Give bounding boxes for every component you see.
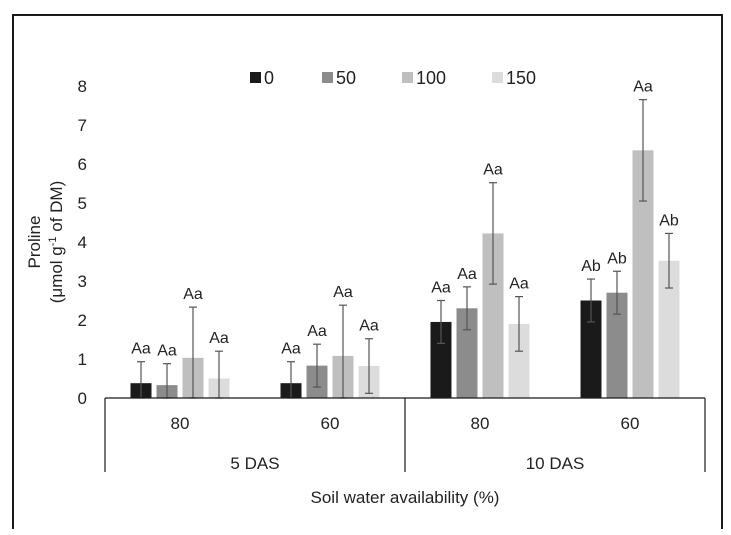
data-label: Aa [183, 286, 203, 303]
data-label: Ab [607, 250, 627, 267]
data-label: Aa [509, 276, 529, 293]
data-label: Aa [131, 341, 151, 358]
data-label: Aa [281, 341, 301, 358]
group-label: 10 DAS [526, 454, 585, 473]
y-tick-label: 8 [78, 77, 87, 96]
data-label: Aa [209, 330, 229, 347]
data-label: Aa [431, 280, 451, 297]
x-tick-label: 80 [171, 414, 190, 433]
x-tick-label: 80 [471, 414, 490, 433]
y-tick-label: 3 [78, 272, 87, 291]
legend: 0 50 100 150 [250, 68, 536, 88]
legend-label: 0 [264, 68, 274, 88]
x-axis-title: Soil water availability (%) [311, 488, 500, 507]
y-axis-title-line2: (μmol g-1 of DM) [47, 181, 66, 304]
bars: Aa Aa Aa Aa Aa Aa Aa Aa Aa Aa Aa Aa Ab Ab Aa Ab [131, 79, 680, 398]
y-tick-label: 1 [78, 350, 87, 369]
x-tick-label: 60 [321, 414, 340, 433]
y-axis-title-unit-pre: (μmol g [47, 246, 66, 303]
legend-swatch [322, 72, 333, 83]
legend-swatch [250, 72, 261, 83]
legend-swatch [492, 72, 503, 83]
y-tick-label: 6 [78, 155, 87, 174]
y-axis: 0 1 2 3 4 5 6 7 8 [78, 77, 87, 408]
y-tick-label: 0 [78, 389, 87, 408]
data-label: Aa [157, 343, 177, 360]
y-axis-title-unit-sup: -1 [47, 236, 59, 246]
data-label: Aa [633, 79, 653, 96]
data-label: Ab [581, 258, 601, 275]
y-axis-title-unit-post: of DM) [47, 181, 66, 237]
data-label: Aa [333, 284, 353, 301]
y-tick-label: 2 [78, 311, 87, 330]
y-tick-label: 5 [78, 194, 87, 213]
data-label: Aa [307, 323, 327, 340]
group-label: 5 DAS [230, 454, 279, 473]
x-axis: 80 60 80 60 5 DAS 10 DAS [105, 398, 705, 473]
legend-swatch [402, 72, 413, 83]
legend-label: 150 [506, 68, 536, 88]
data-label: Aa [483, 162, 503, 179]
x-tick-label: 60 [621, 414, 640, 433]
data-label: Aa [359, 318, 379, 335]
data-label: Ab [659, 212, 679, 229]
y-axis-title-line1: Proline [25, 216, 44, 269]
data-label: Aa [457, 266, 477, 283]
legend-label: 50 [336, 68, 356, 88]
y-tick-label: 4 [78, 233, 87, 252]
y-tick-label: 7 [78, 116, 87, 135]
legend-label: 100 [416, 68, 446, 88]
